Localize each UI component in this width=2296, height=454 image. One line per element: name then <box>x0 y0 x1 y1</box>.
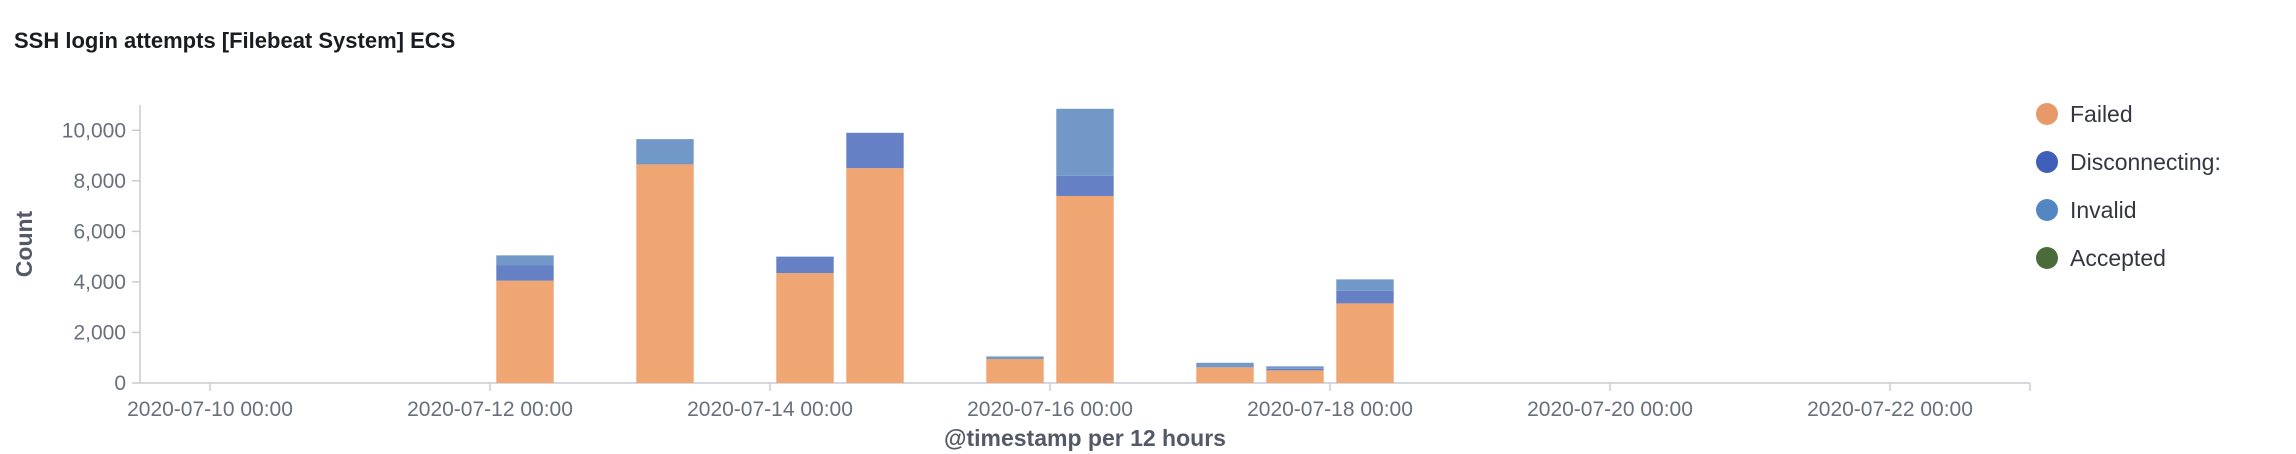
chart-legend: Failed Disconnecting: Invalid Accepted <box>2036 90 2221 282</box>
bar-invalid <box>986 356 1044 359</box>
bar-invalid <box>1266 366 1324 369</box>
x-tick-label: 2020-07-16 00:00 <box>967 398 1133 421</box>
x-tick-label: 2020-07-12 00:00 <box>407 398 573 421</box>
bar-failed <box>636 164 694 383</box>
bar-disconnecting <box>776 256 834 274</box>
bar-failed <box>1266 370 1324 383</box>
bar-disconnecting <box>496 265 554 281</box>
legend-item[interactable]: Invalid <box>2036 186 2221 234</box>
legend-label: Disconnecting: <box>2070 148 2221 175</box>
legend-label: Invalid <box>2070 196 2137 223</box>
bar-invalid <box>1056 108 1114 176</box>
y-tick-label: 4,000 <box>73 271 126 294</box>
bar-failed <box>1336 303 1394 383</box>
legend-item[interactable]: Disconnecting: <box>2036 138 2221 186</box>
legend-item[interactable]: Accepted <box>2036 234 2221 282</box>
x-tick-label: 2020-07-18 00:00 <box>1247 398 1413 421</box>
y-tick-label: 0 <box>114 372 126 395</box>
y-tick-label: 6,000 <box>73 220 126 243</box>
y-tick-label: 10,000 <box>62 119 126 142</box>
x-axis-title: @timestamp per 12 hours <box>944 425 1226 451</box>
x-tick-label: 2020-07-22 00:00 <box>1807 398 1973 421</box>
x-tick-label: 2020-07-10 00:00 <box>127 398 293 421</box>
bar-failed <box>986 358 1044 383</box>
legend-swatch-icon <box>2036 199 2058 221</box>
bar-invalid <box>1336 279 1394 291</box>
legend-swatch-icon <box>2036 151 2058 173</box>
legend-label: Failed <box>2070 100 2133 127</box>
bar-disconnecting <box>1336 290 1394 304</box>
legend-item[interactable]: Failed <box>2036 90 2221 138</box>
bar-failed <box>496 280 554 383</box>
bar-failed <box>776 273 834 383</box>
y-axis-title: Count <box>11 210 37 277</box>
legend-swatch-icon <box>2036 247 2058 269</box>
bar-failed <box>846 168 904 383</box>
legend-label: Accepted <box>2070 244 2166 271</box>
x-tick-label: 2020-07-20 00:00 <box>1527 398 1693 421</box>
panel-title: SSH login attempts [Filebeat System] ECS <box>14 28 456 53</box>
bar-disconnecting <box>1266 368 1324 371</box>
y-tick-label: 2,000 <box>73 321 126 344</box>
legend-swatch-icon <box>2036 103 2058 125</box>
bar-failed <box>1056 195 1114 383</box>
bar-disconnecting <box>846 132 904 169</box>
x-tick-label: 2020-07-14 00:00 <box>687 398 853 421</box>
bar-invalid <box>636 139 694 165</box>
bar-invalid <box>496 255 554 266</box>
bar-failed <box>1196 367 1254 383</box>
y-tick-label: 8,000 <box>73 170 126 193</box>
bar-invalid <box>1196 362 1254 368</box>
bar-disconnecting <box>1056 175 1114 196</box>
